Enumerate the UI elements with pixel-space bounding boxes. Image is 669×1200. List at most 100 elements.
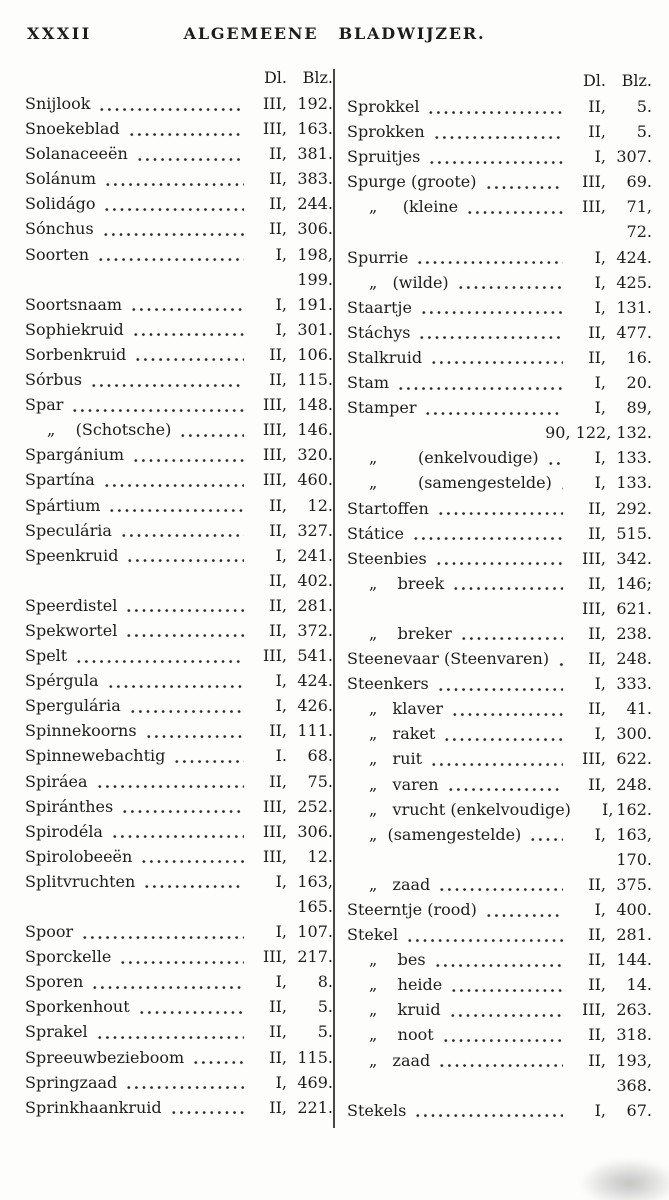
- index-entry-row: Springzaad I, 469.: [25, 1069, 333, 1095]
- dot-leader: [100, 467, 244, 493]
- dot-leader: [557, 470, 563, 496]
- volume-number: III,: [262, 119, 287, 139]
- entry-label: Spruitjes: [347, 147, 421, 167]
- entry-label: „ (wilde): [369, 272, 449, 292]
- volume-number: I.: [275, 746, 287, 766]
- volume-number: III,: [262, 445, 287, 465]
- index-entry-row: Spártium II, 12.: [25, 492, 333, 518]
- index-entry-continuation-row: 199.: [25, 267, 333, 292]
- index-entry-row: Sórbus II, 115.: [25, 367, 333, 393]
- volume-number: III,: [581, 598, 606, 618]
- page-ref: 133.: [616, 473, 652, 493]
- index-entry-row: „ (kleine III, 71,: [347, 194, 652, 220]
- dot-leader: [123, 1069, 244, 1095]
- entry-label: Sórbus: [25, 370, 82, 390]
- entry-label: Solidágo: [25, 194, 96, 214]
- page-ref: 621.: [616, 598, 652, 618]
- index-entry-row: Sporkenhout II, 5.: [25, 994, 333, 1020]
- dot-leader: [431, 947, 563, 973]
- volume-number: I,: [275, 922, 287, 942]
- volume-number: II,: [269, 1022, 287, 1042]
- dot-leader: [432, 545, 563, 571]
- volume-number: III,: [262, 796, 287, 816]
- volume-number: II,: [269, 570, 287, 590]
- column-header-gap: [25, 64, 247, 91]
- index-entry-row: Sprinkhaankruid II, 221.: [25, 1094, 333, 1120]
- index-entry-continuation-row: 170.: [347, 847, 652, 872]
- volume-number: II,: [269, 495, 287, 515]
- index-entry-row: Spelt III, 541.: [25, 643, 333, 669]
- volume-number: [247, 894, 287, 919]
- index-entry-row: Steenkers I, 333.: [347, 671, 652, 697]
- page-ref: 375.: [616, 874, 652, 894]
- dot-leader: [449, 696, 563, 722]
- index-entry-row: „ (samengestelde) I, 133.: [347, 470, 652, 496]
- entry-label: Sprokkel: [347, 97, 420, 116]
- entry-label: Springzaad: [25, 1072, 118, 1092]
- volume-number: II,: [588, 1050, 606, 1070]
- volume-number: I,: [275, 545, 287, 565]
- dot-leader: [409, 520, 563, 546]
- page-ref: 469.: [297, 1072, 333, 1092]
- dot-leader: [527, 821, 563, 847]
- page-ref: 133.: [616, 448, 652, 468]
- page-ref: 241.: [297, 545, 333, 565]
- entry-label: Stalkruid: [347, 347, 423, 367]
- page-ref: 300.: [616, 724, 652, 744]
- entry-label: Sorbenkruid: [25, 344, 127, 364]
- volume-number: I,: [275, 244, 287, 264]
- index-entry-row: Sophiekruid I, 301.: [25, 316, 333, 342]
- index-entry-row: Stalkruid II, 16.: [347, 344, 652, 371]
- index-entry-row: Spar III, 148.: [25, 392, 333, 418]
- index-entry-row: Staartje I, 131.: [347, 294, 652, 320]
- page-ref: 131.: [616, 297, 652, 317]
- index-entry-row: Sporen I, 8.: [25, 969, 333, 995]
- dot-leader: [99, 216, 244, 242]
- entry-label: Spirolobeeën: [25, 846, 133, 866]
- dot-leader: [167, 1094, 244, 1120]
- page-ref: 16.: [626, 347, 652, 367]
- entry-label: „ varen: [369, 774, 439, 794]
- volume-number: I,: [594, 373, 606, 393]
- dot-leader: [190, 1044, 244, 1070]
- dot-leader: [142, 718, 244, 744]
- volume-number: II,: [269, 721, 287, 741]
- index-entry-row: Stamper I, 89,: [347, 395, 652, 421]
- volume-number: II,: [269, 194, 287, 214]
- page-ref: 148.: [297, 395, 333, 415]
- index-entry-row: Spiránthes III, 252.: [25, 793, 333, 819]
- page-ref: 217.: [297, 947, 333, 967]
- index-entry-row: Snijlook III, 192.: [25, 91, 333, 117]
- page-ref: 248.: [616, 774, 652, 794]
- entry-label: Spártium: [25, 495, 101, 515]
- index-entry-row: Sónchus II, 306.: [25, 216, 333, 242]
- index-entry-row: Spinnewebachtig I. 68.: [25, 743, 333, 769]
- entry-label: Spérgula: [25, 671, 99, 691]
- entry-label: Sprinkhaankruid: [25, 1097, 162, 1117]
- volume-number: II,: [269, 219, 287, 239]
- index-entry-row: „ heide II, 14.: [347, 972, 652, 998]
- volume-number: II,: [588, 774, 606, 794]
- index-column-right: Dl. Blz. Sprokkel II, 5. Sprokken II, 5. Spruitj…: [347, 67, 652, 1123]
- index-entry-row: „ (Schotsche) III, 146.: [25, 417, 333, 443]
- index-entry-row: Stekels I, 67.: [347, 1097, 652, 1123]
- entry-label: Sporen: [25, 972, 84, 992]
- dot-leader: [417, 294, 563, 320]
- index-entry-row: „ klaver II, 41.: [347, 696, 652, 722]
- entry-label: „ (samengestelde): [369, 473, 552, 493]
- page-ref: 68.: [307, 746, 333, 766]
- entry-label: Sprokken: [347, 122, 425, 142]
- entry-label: Speerdistel: [25, 595, 118, 615]
- entry-gap: [347, 1073, 566, 1098]
- page-ref: 12.: [307, 846, 333, 866]
- dot-leader: [133, 141, 244, 167]
- page-ref: 263.: [616, 1000, 652, 1020]
- page-ref: 75.: [307, 771, 333, 791]
- entry-label: „ ruit: [369, 749, 423, 769]
- entry-gap: [25, 568, 247, 593]
- entry-label: Spartína: [25, 470, 95, 490]
- dot-leader: [106, 492, 244, 518]
- index-entry-row: Startoffen II, 292.: [347, 495, 652, 521]
- page-ref: 115.: [297, 370, 333, 390]
- index-entry-row: Steenbies III, 342.: [347, 545, 652, 571]
